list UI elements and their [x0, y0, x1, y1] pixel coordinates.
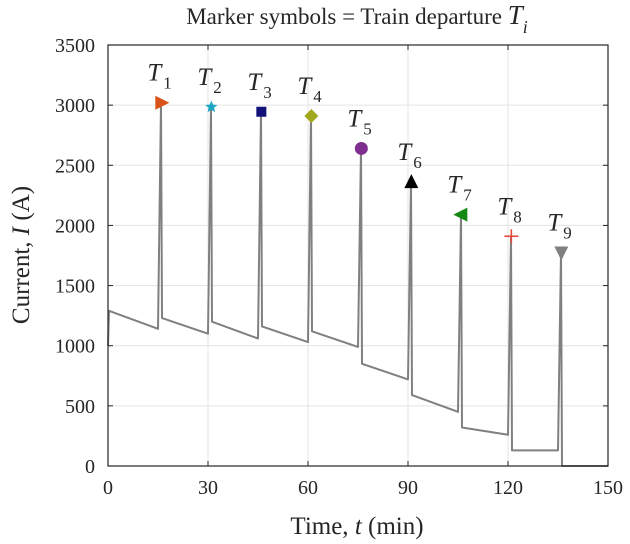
y-tick-label: 2000: [55, 215, 95, 237]
marker-symbol: [354, 141, 368, 155]
markers-layer: T 1 T 2 T 3 T 4 T 5 T 6 T 7 T 8 T 9: [147, 60, 572, 261]
y-tick-label: 2500: [55, 155, 95, 177]
x-tick-label: 120: [493, 477, 523, 499]
ticks: 0 30 60 90 120 150050010001500200025003000350…: [55, 35, 623, 499]
marker-symbol: [155, 95, 170, 110]
marker-symbol: [453, 207, 468, 222]
marker-symbol: [256, 106, 267, 117]
x-axis-label: Time, t (min): [290, 513, 423, 540]
y-tick-label: 1500: [55, 276, 95, 298]
marker-symbol: [404, 174, 419, 189]
marker-symbol: [205, 100, 218, 113]
x-tick-label: 60: [298, 477, 318, 499]
y-axis-label: Current, I (A): [8, 186, 35, 324]
y-tick-label: 1000: [55, 336, 95, 358]
y-tick-label: 0: [85, 456, 95, 478]
x-tick-label: 0: [103, 477, 113, 499]
chart-title: Marker symbols = Train departure Ti: [186, 0, 528, 37]
series-layer: [107, 101, 608, 467]
x-tick-label: 150: [593, 477, 623, 499]
x-tick-label: 30: [198, 477, 218, 499]
current-series-line: [107, 101, 608, 467]
y-tick-label: 3500: [55, 35, 95, 57]
y-tick-label: 500: [65, 396, 95, 418]
y-tick-label: 3000: [55, 95, 95, 117]
plot-frame: [107, 44, 609, 467]
marker-symbol: [554, 246, 569, 261]
x-tick-label: 90: [398, 477, 418, 499]
marker-symbol: [304, 108, 319, 123]
